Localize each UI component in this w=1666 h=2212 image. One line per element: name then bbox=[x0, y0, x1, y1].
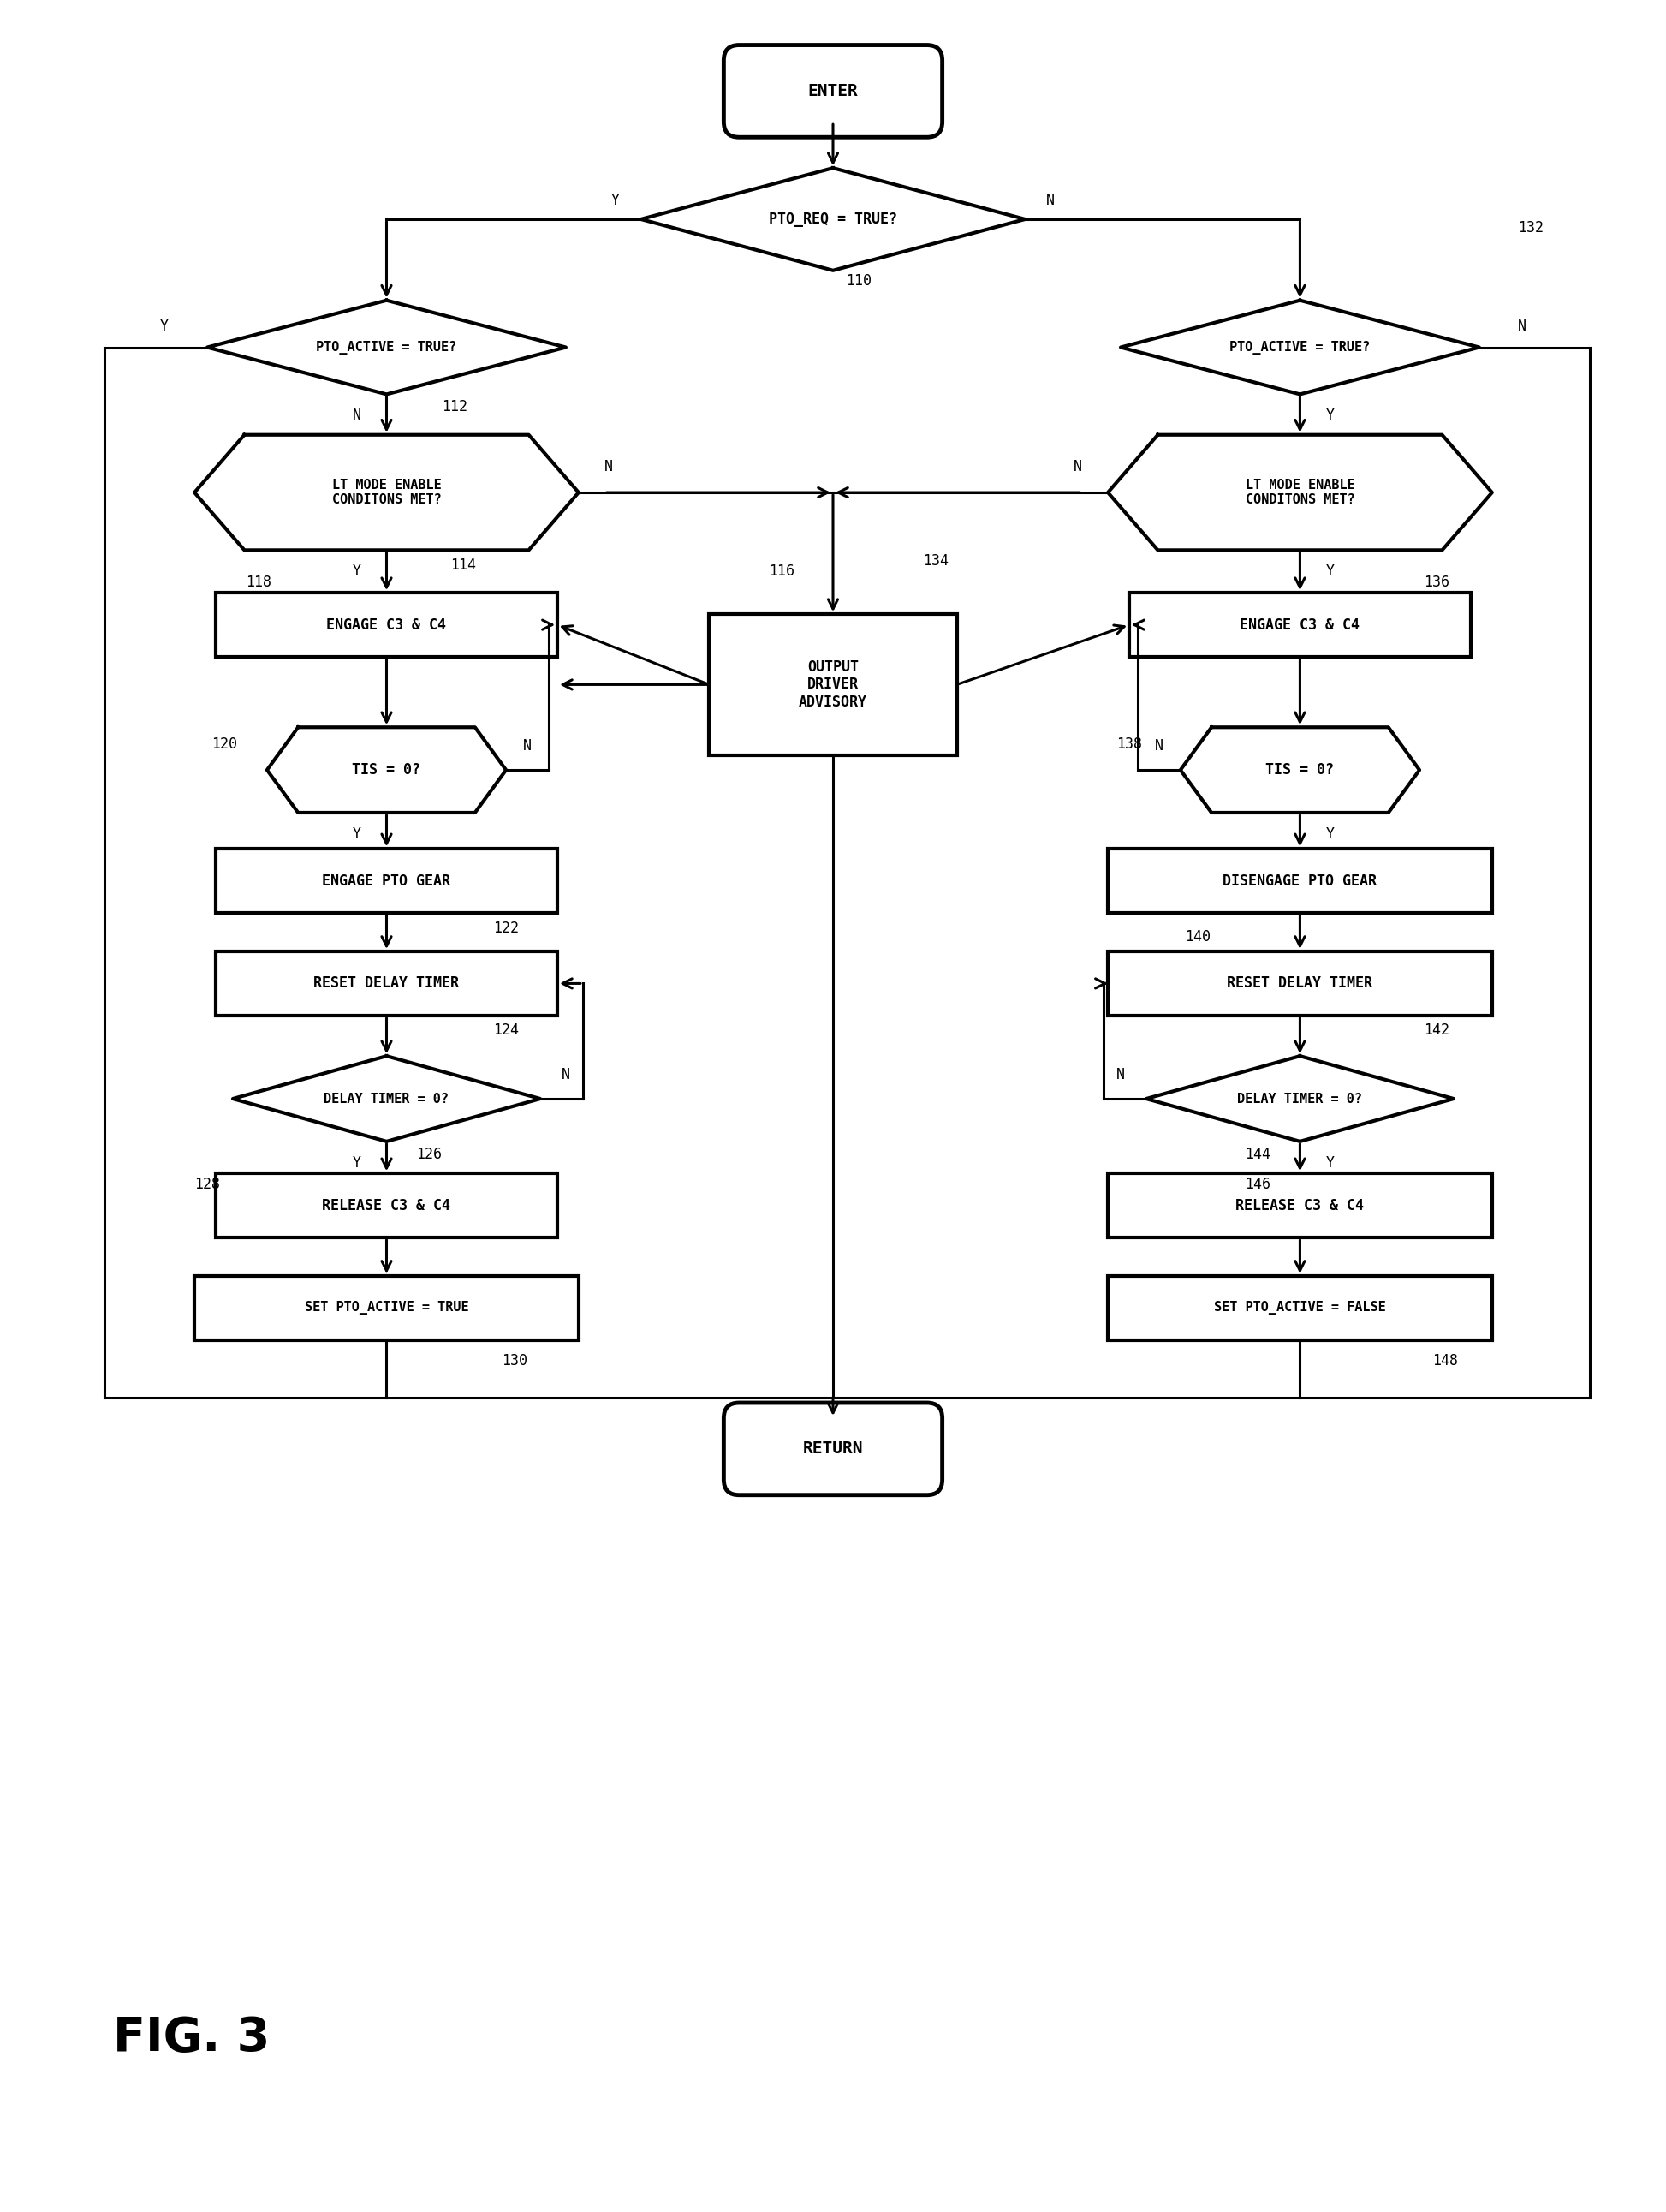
Text: 130: 130 bbox=[501, 1354, 528, 1369]
Text: PTO_ACTIVE = TRUE?: PTO_ACTIVE = TRUE? bbox=[317, 341, 456, 354]
Text: ENGAGE C3 & C4: ENGAGE C3 & C4 bbox=[327, 617, 446, 633]
Text: Y: Y bbox=[1326, 564, 1334, 580]
Bar bbox=[1108, 849, 1493, 914]
Text: 128: 128 bbox=[195, 1177, 220, 1192]
Bar bbox=[217, 593, 556, 657]
Text: 122: 122 bbox=[493, 920, 518, 936]
Polygon shape bbox=[267, 728, 506, 812]
Text: 118: 118 bbox=[245, 575, 272, 591]
Text: Y: Y bbox=[353, 827, 362, 843]
Polygon shape bbox=[1108, 436, 1493, 551]
Text: RESET DELAY TIMER: RESET DELAY TIMER bbox=[1228, 975, 1373, 991]
Bar bbox=[217, 1172, 556, 1237]
Polygon shape bbox=[641, 168, 1025, 270]
Text: 148: 148 bbox=[1433, 1354, 1458, 1369]
Text: Y: Y bbox=[1326, 827, 1334, 843]
Text: 132: 132 bbox=[1518, 219, 1543, 234]
Text: N: N bbox=[523, 739, 531, 754]
Text: SET PTO_ACTIVE = TRUE: SET PTO_ACTIVE = TRUE bbox=[305, 1301, 468, 1314]
Bar bbox=[1108, 1172, 1493, 1237]
Text: PTO_REQ = TRUE?: PTO_REQ = TRUE? bbox=[768, 212, 898, 228]
Text: RELEASE C3 & C4: RELEASE C3 & C4 bbox=[1236, 1197, 1364, 1212]
Text: N: N bbox=[1518, 319, 1526, 334]
Text: N: N bbox=[1155, 739, 1163, 754]
Text: 116: 116 bbox=[770, 564, 795, 580]
Polygon shape bbox=[1146, 1055, 1454, 1141]
Text: DELAY TIMER = 0?: DELAY TIMER = 0? bbox=[1238, 1093, 1363, 1106]
Text: DELAY TIMER = 0?: DELAY TIMER = 0? bbox=[323, 1093, 450, 1106]
Text: Y: Y bbox=[160, 319, 168, 334]
Bar bbox=[195, 1276, 578, 1340]
Polygon shape bbox=[207, 301, 566, 394]
Text: N: N bbox=[1046, 192, 1055, 208]
Text: 138: 138 bbox=[1116, 737, 1143, 752]
Text: TIS = 0?: TIS = 0? bbox=[1266, 763, 1334, 779]
Text: LT MODE ENABLE
CONDITONS MET?: LT MODE ENABLE CONDITONS MET? bbox=[332, 478, 441, 507]
Text: Y: Y bbox=[1326, 407, 1334, 422]
Text: PTO_ACTIVE = TRUE?: PTO_ACTIVE = TRUE? bbox=[1230, 341, 1369, 354]
Polygon shape bbox=[233, 1055, 540, 1141]
Text: 126: 126 bbox=[416, 1146, 441, 1161]
Text: LT MODE ENABLE
CONDITONS MET?: LT MODE ENABLE CONDITONS MET? bbox=[1245, 478, 1354, 507]
Text: 114: 114 bbox=[450, 557, 476, 573]
Polygon shape bbox=[1121, 301, 1479, 394]
Text: Y: Y bbox=[353, 1155, 362, 1170]
Text: Y: Y bbox=[353, 564, 362, 580]
FancyBboxPatch shape bbox=[723, 1402, 943, 1495]
Text: 136: 136 bbox=[1424, 575, 1449, 591]
Text: 112: 112 bbox=[441, 400, 468, 416]
Bar bbox=[1108, 1276, 1493, 1340]
Text: ENTER: ENTER bbox=[808, 84, 858, 100]
Text: Y: Y bbox=[611, 192, 620, 208]
Bar bbox=[1108, 951, 1493, 1015]
Text: 134: 134 bbox=[923, 553, 948, 568]
Text: 110: 110 bbox=[846, 272, 871, 288]
Text: TIS = 0?: TIS = 0? bbox=[352, 763, 421, 779]
Bar bbox=[217, 849, 556, 914]
Text: N: N bbox=[1116, 1066, 1125, 1082]
Text: N: N bbox=[1073, 460, 1083, 476]
Text: N: N bbox=[605, 460, 613, 476]
Polygon shape bbox=[1181, 728, 1419, 812]
Text: Y: Y bbox=[1326, 1155, 1334, 1170]
Text: FIG. 3: FIG. 3 bbox=[113, 2015, 270, 2062]
Text: RELEASE C3 & C4: RELEASE C3 & C4 bbox=[322, 1197, 451, 1212]
Text: 140: 140 bbox=[1185, 929, 1211, 945]
Text: ENGAGE PTO GEAR: ENGAGE PTO GEAR bbox=[322, 874, 451, 889]
Text: OUTPUT
DRIVER
ADVISORY: OUTPUT DRIVER ADVISORY bbox=[798, 659, 868, 710]
Text: N: N bbox=[561, 1066, 570, 1082]
FancyBboxPatch shape bbox=[723, 44, 943, 137]
Polygon shape bbox=[195, 436, 578, 551]
Bar bbox=[710, 615, 956, 754]
Text: 142: 142 bbox=[1424, 1022, 1449, 1037]
Text: SET PTO_ACTIVE = FALSE: SET PTO_ACTIVE = FALSE bbox=[1215, 1301, 1386, 1314]
Bar bbox=[217, 951, 556, 1015]
Text: RESET DELAY TIMER: RESET DELAY TIMER bbox=[313, 975, 460, 991]
Text: RETURN: RETURN bbox=[803, 1440, 863, 1458]
Text: 124: 124 bbox=[493, 1022, 518, 1037]
Text: 144: 144 bbox=[1245, 1146, 1269, 1161]
Text: N: N bbox=[353, 407, 362, 422]
Bar bbox=[1130, 593, 1471, 657]
Text: 120: 120 bbox=[212, 737, 237, 752]
Text: 146: 146 bbox=[1245, 1177, 1269, 1192]
Text: DISENGAGE PTO GEAR: DISENGAGE PTO GEAR bbox=[1223, 874, 1378, 889]
Text: ENGAGE C3 & C4: ENGAGE C3 & C4 bbox=[1240, 617, 1359, 633]
